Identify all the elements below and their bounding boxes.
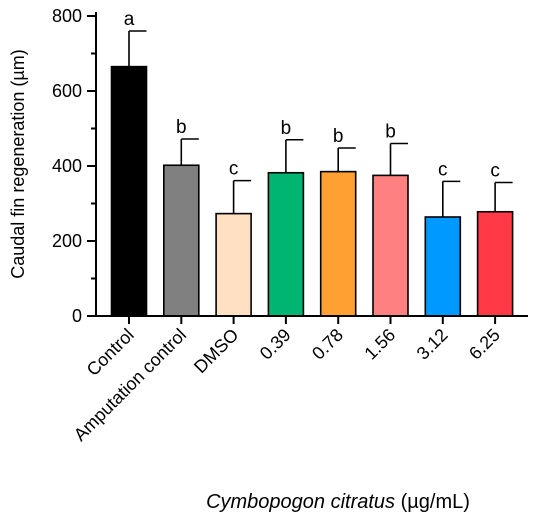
x-tick-label: 1.56 bbox=[360, 325, 399, 364]
significance-letter: b bbox=[281, 118, 292, 139]
y-tick-label: 800 bbox=[52, 6, 82, 26]
bar bbox=[215, 212, 252, 317]
x-tick-label: DMSO bbox=[190, 325, 242, 377]
y-axis: 0 200 400 600 800 bbox=[52, 6, 97, 326]
bar bbox=[476, 210, 514, 317]
significance-letter: b bbox=[385, 122, 396, 143]
x-tick-label: 3.12 bbox=[413, 325, 452, 364]
x-tick-label: 0.39 bbox=[256, 325, 295, 364]
significance-letter: b bbox=[333, 126, 344, 147]
x-axis-label: Cymbopogon citratus (µg/mL) bbox=[206, 491, 470, 513]
x-tick-label: 0.78 bbox=[308, 325, 347, 364]
significance-letter: c bbox=[438, 159, 448, 180]
x-axis-label-unit: (µg/mL) bbox=[395, 491, 470, 513]
x-tick-label: 6.25 bbox=[465, 325, 504, 364]
significance-letter: a bbox=[124, 9, 135, 30]
bar bbox=[110, 65, 148, 317]
bar bbox=[267, 171, 305, 317]
bar bbox=[319, 170, 357, 317]
significance-letter: b bbox=[176, 117, 187, 138]
y-tick-label: 200 bbox=[52, 231, 82, 251]
significance-letter: c bbox=[490, 161, 500, 182]
y-tick-label: 0 bbox=[72, 306, 82, 326]
bar bbox=[163, 164, 200, 317]
y-tick-label: 600 bbox=[52, 81, 82, 101]
x-axis-label-species: Cymbopogon citratus bbox=[206, 491, 395, 513]
bar bbox=[372, 174, 409, 317]
y-axis-label: Caudal fin regeneration (µm) bbox=[8, 49, 28, 278]
y-tick-label: 400 bbox=[52, 156, 82, 176]
significance-letter: c bbox=[229, 159, 239, 180]
bars: a b c b b b c c bbox=[110, 9, 514, 317]
bar bbox=[424, 216, 462, 317]
